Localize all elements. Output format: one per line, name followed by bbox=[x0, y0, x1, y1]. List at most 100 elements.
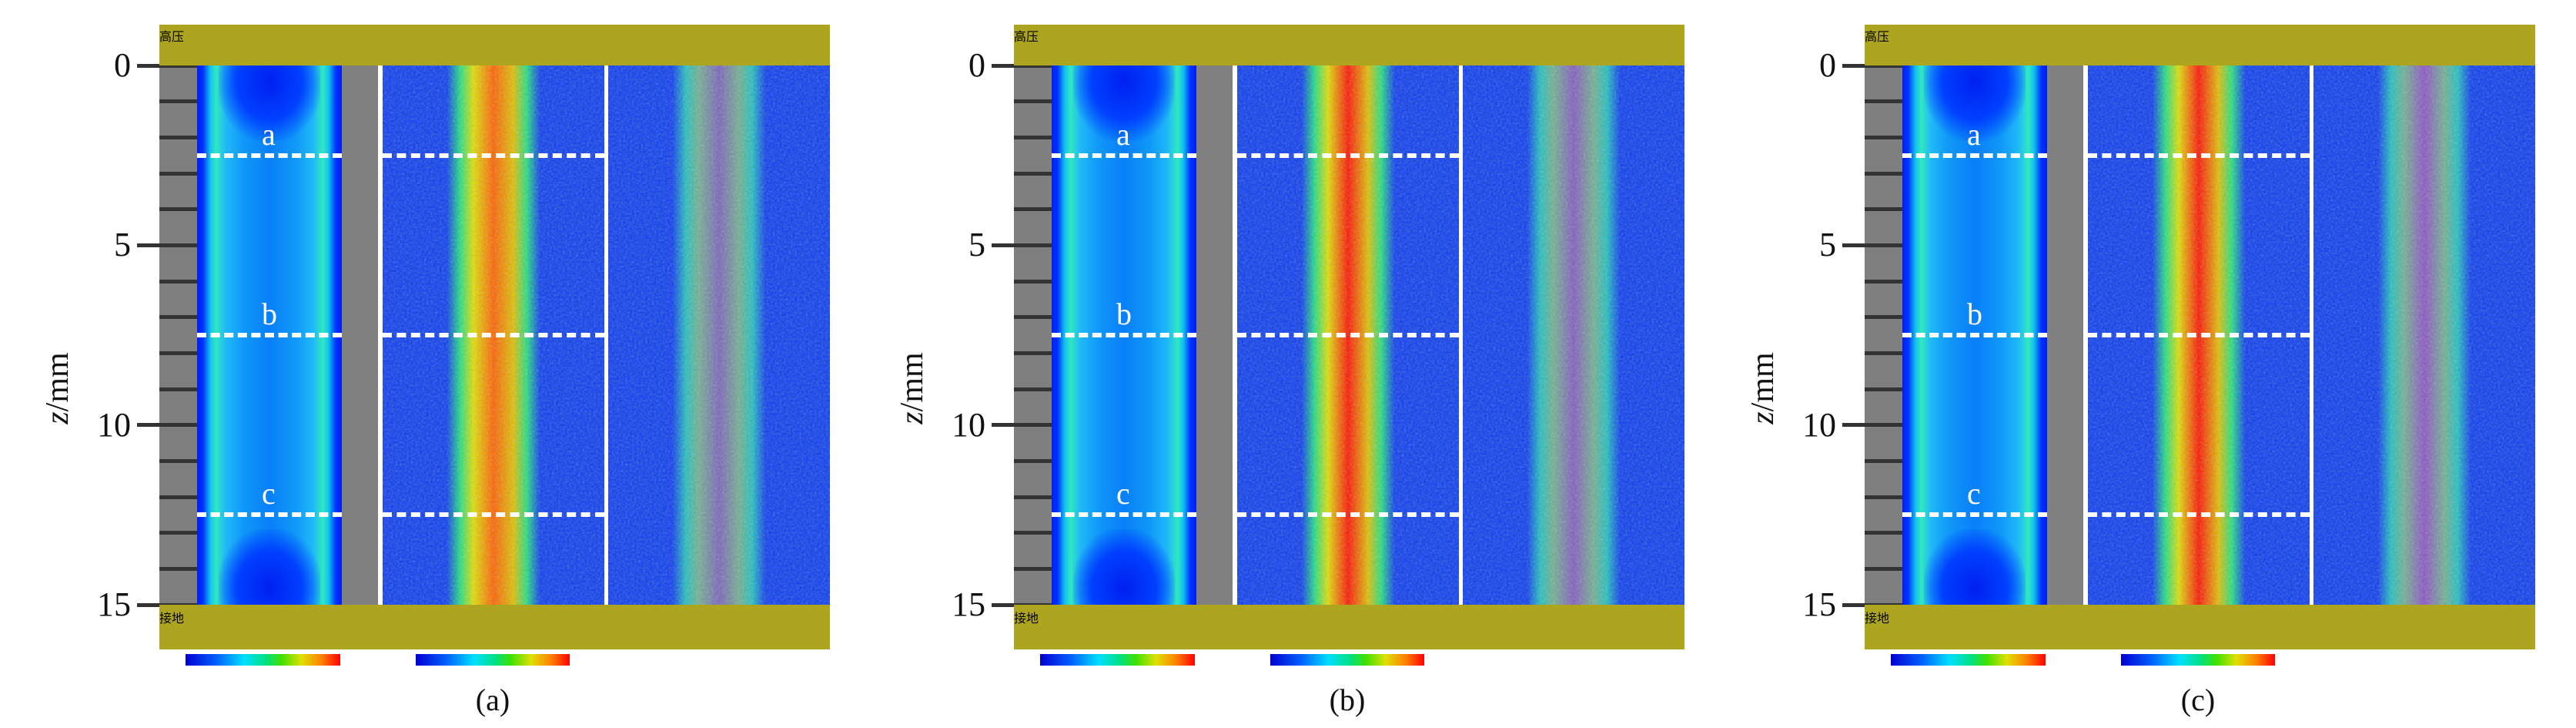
major-tick bbox=[1842, 423, 1902, 428]
colorbar-emission bbox=[416, 654, 570, 666]
section-line-c-image bbox=[2088, 512, 2310, 518]
y-axis-unit: /mm bbox=[895, 352, 930, 412]
minor-tick bbox=[1014, 315, 1052, 320]
minor-tick bbox=[1014, 279, 1052, 283]
minor-tick bbox=[1014, 495, 1052, 499]
separator-white bbox=[604, 65, 608, 606]
minor-tick bbox=[1014, 99, 1052, 104]
speckle-noise bbox=[1463, 65, 1684, 606]
high-voltage-electrode: 高压 bbox=[159, 25, 830, 65]
section-line-b-image bbox=[2088, 333, 2310, 338]
section-label: b bbox=[1967, 297, 1982, 332]
section-line-c bbox=[197, 512, 342, 518]
ruler bbox=[1865, 65, 1902, 606]
minor-tick bbox=[1014, 135, 1052, 139]
ground-electrode: 接地 bbox=[1014, 605, 1684, 649]
tick-label: 10 bbox=[97, 405, 131, 444]
separator-gray bbox=[2047, 65, 2083, 606]
overlay-image-svg bbox=[2313, 65, 2535, 606]
field-lobe-top bbox=[1073, 65, 1175, 141]
tick-label: 10 bbox=[952, 405, 985, 444]
section-line-a-image bbox=[1237, 153, 1459, 158]
overlay-image bbox=[608, 65, 830, 606]
section-line-b bbox=[1052, 333, 1196, 338]
minor-tick bbox=[1865, 387, 1902, 391]
ground-label: 接地 bbox=[1014, 611, 1039, 626]
section-label: c bbox=[1116, 476, 1130, 512]
colorbar-simulation bbox=[186, 654, 340, 666]
minor-tick bbox=[159, 135, 197, 139]
colorbar-emission bbox=[2121, 654, 2275, 666]
section-line-b-image bbox=[383, 333, 604, 338]
tick-label: 0 bbox=[969, 46, 985, 84]
tick-label: 0 bbox=[1819, 46, 1836, 84]
ground-label: 接地 bbox=[1865, 611, 1890, 626]
tick-label: 15 bbox=[952, 585, 985, 624]
tick-label: 10 bbox=[1802, 405, 1836, 444]
section-line-b bbox=[197, 333, 342, 338]
ruler bbox=[159, 65, 197, 606]
tick-label: 5 bbox=[969, 226, 985, 264]
minor-tick bbox=[1014, 207, 1052, 212]
field-lobe-top bbox=[219, 65, 320, 141]
minor-tick bbox=[1865, 99, 1902, 104]
major-tick bbox=[137, 423, 197, 428]
ground-electrode: 接地 bbox=[1865, 605, 2535, 649]
major-tick bbox=[992, 423, 1052, 428]
y-axis-unit: /mm bbox=[40, 352, 75, 412]
section-line-c-image bbox=[383, 512, 604, 518]
minor-tick bbox=[1014, 351, 1052, 355]
minor-tick bbox=[159, 387, 197, 391]
overlay-image bbox=[1463, 65, 1684, 606]
section-label: a bbox=[1967, 116, 1981, 152]
panel-caption: (a) bbox=[475, 683, 510, 717]
minor-tick bbox=[1014, 566, 1052, 571]
field-lobe-bottom bbox=[219, 529, 320, 606]
minor-tick bbox=[1865, 171, 1902, 176]
minor-tick bbox=[1865, 315, 1902, 320]
major-tick bbox=[137, 63, 197, 68]
colorbar-simulation bbox=[1891, 654, 2046, 666]
minor-tick bbox=[1865, 531, 1902, 535]
section-label: b bbox=[1116, 297, 1132, 332]
speckle-noise bbox=[2313, 65, 2535, 606]
major-tick bbox=[137, 243, 197, 247]
major-tick bbox=[1842, 63, 1902, 68]
minor-tick bbox=[1865, 207, 1902, 212]
minor-tick bbox=[1014, 531, 1052, 535]
high-voltage-electrode: 高压 bbox=[1865, 25, 2535, 65]
separator-white bbox=[2310, 65, 2313, 606]
minor-tick bbox=[1014, 458, 1052, 463]
tick-label: 15 bbox=[97, 585, 131, 624]
minor-tick bbox=[159, 566, 197, 571]
minor-tick bbox=[1865, 351, 1902, 355]
major-tick bbox=[992, 243, 1052, 247]
minor-tick bbox=[159, 315, 197, 320]
ground-label: 接地 bbox=[159, 611, 185, 626]
overlay-image bbox=[2313, 65, 2535, 606]
section-line-b-image bbox=[1237, 333, 1459, 338]
section-label: c bbox=[262, 476, 276, 512]
minor-tick bbox=[159, 99, 197, 104]
speckle-noise bbox=[608, 65, 830, 606]
major-tick bbox=[992, 63, 1052, 68]
tick-label: 15 bbox=[1802, 585, 1836, 624]
ruler bbox=[1014, 65, 1052, 606]
y-axis-unit: /mm bbox=[1745, 352, 1781, 412]
minor-tick bbox=[1865, 495, 1902, 499]
tick-label: 5 bbox=[1819, 226, 1836, 264]
figure-panel: z/mm 0 5 10 15 高压 接地 bbox=[855, 0, 1709, 728]
overlay-image-svg bbox=[1463, 65, 1684, 606]
separator-white bbox=[1459, 65, 1463, 606]
ground-electrode: 接地 bbox=[159, 605, 830, 649]
high-voltage-label: 高压 bbox=[1014, 29, 1039, 44]
minor-tick bbox=[1865, 458, 1902, 463]
separator-gray bbox=[1196, 65, 1233, 606]
panel-caption: (c) bbox=[2180, 683, 2216, 717]
high-voltage-label: 高压 bbox=[1865, 29, 1890, 44]
minor-tick bbox=[159, 495, 197, 499]
minor-tick bbox=[1865, 566, 1902, 571]
minor-tick bbox=[1014, 171, 1052, 176]
field-lobe-top bbox=[1924, 65, 2026, 141]
high-voltage-label: 高压 bbox=[159, 29, 185, 44]
